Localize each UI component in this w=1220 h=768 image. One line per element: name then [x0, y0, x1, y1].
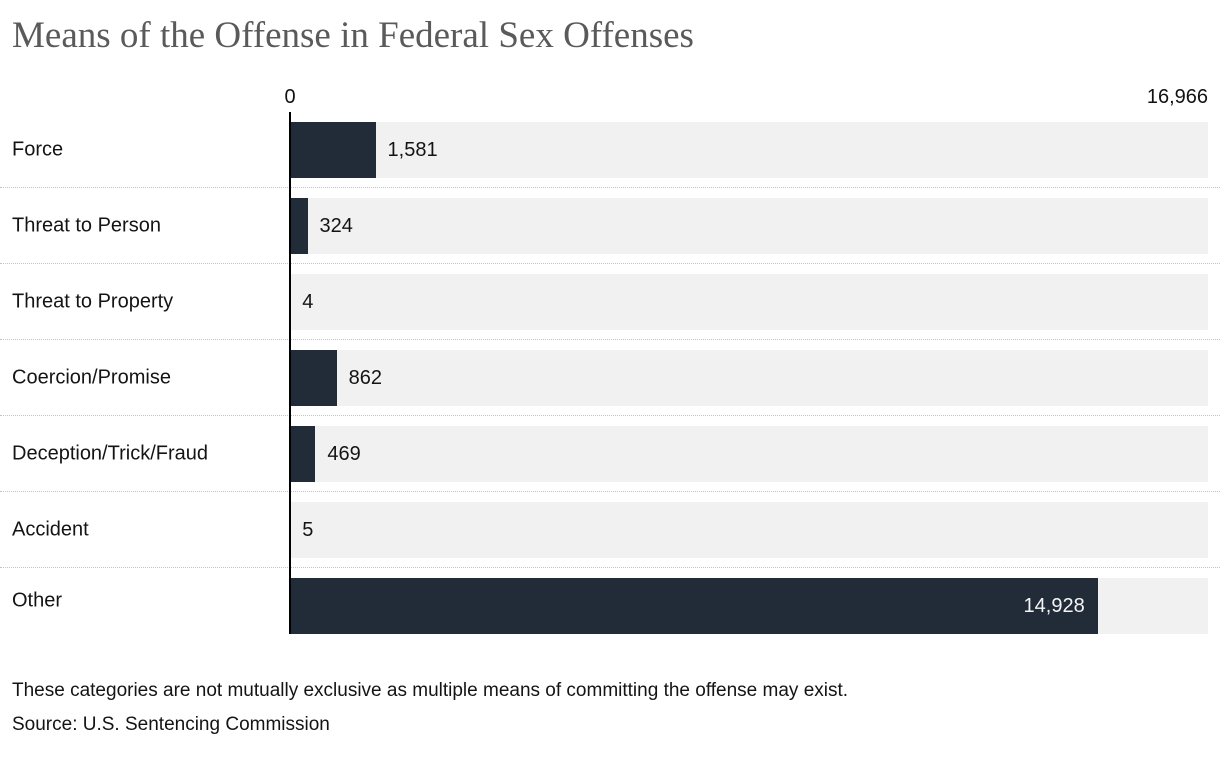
- bar: [290, 350, 337, 406]
- bar-track: 4: [290, 274, 1208, 330]
- bar-track: 5: [290, 502, 1208, 558]
- chart-page: Means of the Offense in Federal Sex Offe…: [0, 12, 1220, 768]
- bar-track: 862: [290, 350, 1208, 406]
- chart-row: Force 1,581: [0, 112, 1220, 188]
- bar: [290, 198, 308, 254]
- bar-track: 14,928: [290, 578, 1208, 634]
- chart-source: Source: U.S. Sentencing Commission: [12, 712, 1208, 738]
- value-label: 14,928: [1024, 595, 1098, 618]
- chart-row: Deception/Trick/Fraud 469: [0, 416, 1220, 492]
- value-label: 862: [349, 367, 382, 390]
- category-label: Threat to Property: [12, 290, 173, 313]
- value-label: 469: [327, 443, 360, 466]
- category-label: Deception/Trick/Fraud: [12, 442, 208, 465]
- bar-track: 324: [290, 198, 1208, 254]
- axis-baseline: [289, 112, 291, 634]
- value-label: 4: [302, 291, 313, 314]
- bar: [290, 122, 376, 178]
- axis-labels: 0 16,966: [0, 83, 1220, 109]
- chart-row: Accident 5: [0, 492, 1220, 568]
- chart-row: Coercion/Promise 862: [0, 340, 1220, 416]
- bar: 14,928: [290, 578, 1098, 634]
- axis-tick-min: 0: [284, 86, 295, 109]
- category-label: Coercion/Promise: [12, 366, 171, 389]
- value-label: 1,581: [388, 139, 438, 162]
- category-label: Accident: [12, 518, 89, 541]
- chart-row: Threat to Person 324: [0, 188, 1220, 264]
- page-title: Means of the Offense in Federal Sex Offe…: [12, 12, 1208, 60]
- bar: [290, 426, 315, 482]
- axis-tick-max: 16,966: [1147, 86, 1208, 109]
- value-label: 5: [302, 519, 313, 542]
- chart-row: Threat to Property 4: [0, 264, 1220, 340]
- chart-notes: These categories are not mutually exclus…: [12, 678, 1208, 704]
- value-label: 324: [320, 215, 353, 238]
- category-label: Force: [12, 138, 63, 161]
- category-label: Threat to Person: [12, 214, 161, 237]
- category-label: Other: [12, 590, 62, 613]
- bar-track: 1,581: [290, 122, 1208, 178]
- bar-track: 469: [290, 426, 1208, 482]
- chart-row: Other 14,928: [0, 568, 1220, 634]
